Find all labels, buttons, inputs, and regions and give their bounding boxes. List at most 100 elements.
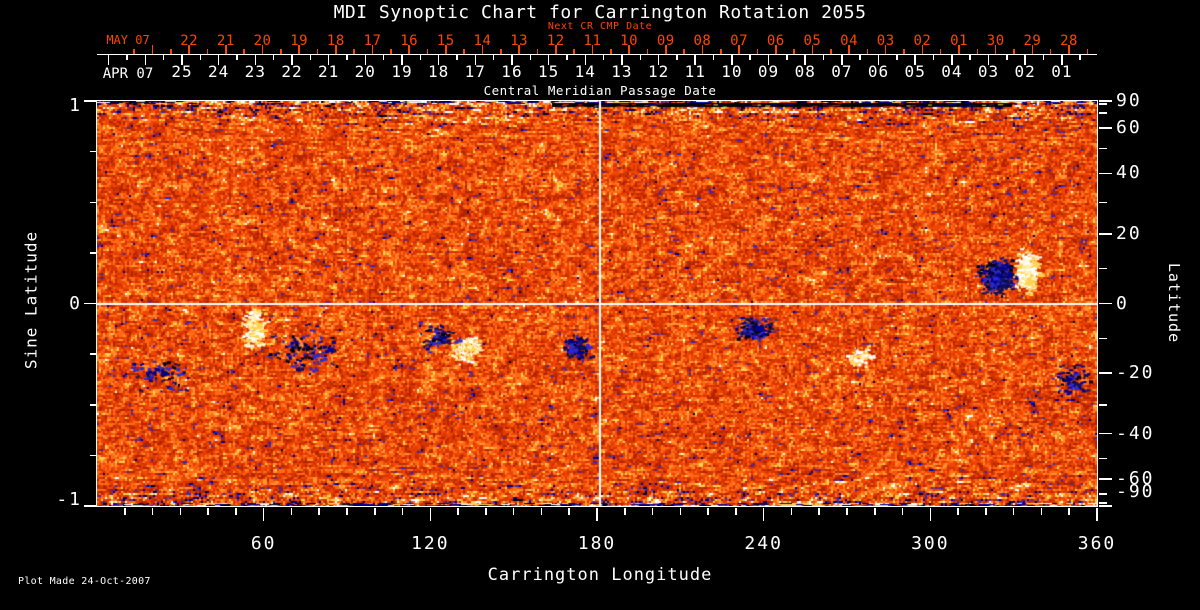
longitude-minor-tick [207,508,209,515]
latitude-minor-tick [1098,404,1107,406]
cmp-day-tick [511,55,513,65]
cmp-minor-tick [456,55,458,60]
latitude-minor-tick [1098,502,1107,504]
magnetogram-canvas [97,101,1097,506]
cmp-month-label: APR 07 [102,66,154,82]
cmp-day-label: 07 [831,62,853,81]
next-cr-day-tick [701,44,704,54]
next-cr-minor-tick [610,48,612,54]
next-cr-day-label: 08 [693,33,712,49]
latitude-tick [1098,505,1112,507]
cmp-day-label: 06 [867,62,890,81]
longitude-tick-label: 300 [911,533,950,554]
next-cr-minor-tick [976,48,979,54]
cmp-minor-tick [419,55,422,60]
next-cr-day-label: 18 [326,33,345,49]
next-cr-day-tick [921,44,924,54]
sine-latitude-tick [84,302,97,305]
cmp-day-tick [914,55,916,65]
cmp-day-label: 10 [721,62,743,81]
longitude-minor-tick [1040,508,1043,515]
next-cr-day-tick [628,44,630,54]
next-cr-day-label: 06 [766,33,785,49]
next-cr-day-label: 11 [583,33,602,49]
cmp-day-label: 25 [171,62,193,81]
next-cr-day-label: 07 [730,33,749,49]
next-cr-day-label: 29 [1023,33,1042,49]
latitude-minor-tick [1098,201,1107,203]
longitude-minor-tick [540,508,543,515]
latitude-tick-label: -60 [1116,467,1155,489]
next-cr-day-label: 04 [840,33,859,49]
cmp-day-tick [474,55,477,65]
next-cr-day-label: 15 [436,33,455,49]
next-cr-day-label: 19 [290,33,309,49]
cmp-day-tick [254,55,257,65]
longitude-minor-tick [374,508,376,515]
longitude-minor-tick [985,508,987,515]
next-cr-minor-tick [866,48,869,54]
cmp-day-label: 01 [1051,62,1073,81]
next-cr-day-tick [811,44,814,54]
cmp-day-label: 14 [574,62,596,81]
next-cr-minor-tick [720,48,722,54]
latitude-minor-tick [1098,457,1107,460]
longitude-minor-tick [735,508,737,515]
next-cr-minor-tick [463,48,465,54]
cmp-minor-tick [602,55,605,60]
cmp-minor-tick [309,55,312,60]
next-cr-day-tick [665,44,667,54]
longitude-minor-tick [457,508,459,515]
longitude-minor-tick [818,508,820,515]
next-cr-day-tick [335,44,337,54]
longitude-minor-tick [1068,508,1070,515]
longitude-minor-tick [290,508,293,515]
next-cr-day-label: 14 [473,33,492,49]
next-cr-day-tick [371,44,374,54]
next-cr-day-label: 21 [216,33,235,49]
cmp-day-label: 04 [941,62,963,81]
next-cr-day-tick [298,44,300,54]
cmp-day-tick [291,55,293,65]
cmp-minor-tick [822,55,825,60]
longitude-tick-label: 180 [577,533,617,554]
next-cr-day-tick [555,44,557,54]
cmp-day-label: 17 [464,62,486,81]
cmp-day-label: 02 [1014,62,1036,81]
next-cr-day-label: 03 [876,33,895,49]
next-cr-day-label: 16 [400,33,419,49]
latitude-minor-tick [1098,103,1107,105]
cmp-day-label: 03 [977,62,1000,81]
latitude-tick [1098,172,1112,175]
next-cr-minor-tick [316,48,319,54]
cmp-minor-tick [1042,55,1045,60]
longitude-tick-label: 240 [744,533,783,554]
latitude-tick-label: -90 [1116,481,1155,502]
cmp-day-label: 11 [684,62,706,81]
cmp-day-tick [364,55,367,65]
next-cr-day-tick [481,44,484,54]
longitude-tick [1096,508,1098,521]
longitude-minor-tick [151,508,154,515]
longitude-minor-tick [1012,508,1015,515]
cmp-day-label: 21 [317,62,340,81]
longitude-minor-tick [651,508,654,515]
sine-latitude-tick [84,505,97,507]
cmp-day-tick [951,55,953,65]
sine-latitude-minor-tick [89,201,97,203]
cmp-day-tick [767,55,770,65]
longitude-minor-tick [568,508,570,515]
next-cr-minor-tick [353,48,355,54]
sine-latitude-axis-title: Sine Latitude [21,230,41,370]
longitude-minor-tick [679,508,682,515]
cmp-day-tick [731,55,733,65]
cmp-day-label: 16 [501,62,523,81]
longitude-tick [762,508,765,521]
cmp-day-tick [621,55,623,65]
longitude-minor-tick [401,508,404,515]
sine-latitude-minor-tick [89,150,97,153]
longitude-tick [596,508,598,521]
latitude-tick [1098,127,1112,129]
cmp-minor-tick [162,55,165,60]
latitude-minor-tick [1098,337,1107,340]
